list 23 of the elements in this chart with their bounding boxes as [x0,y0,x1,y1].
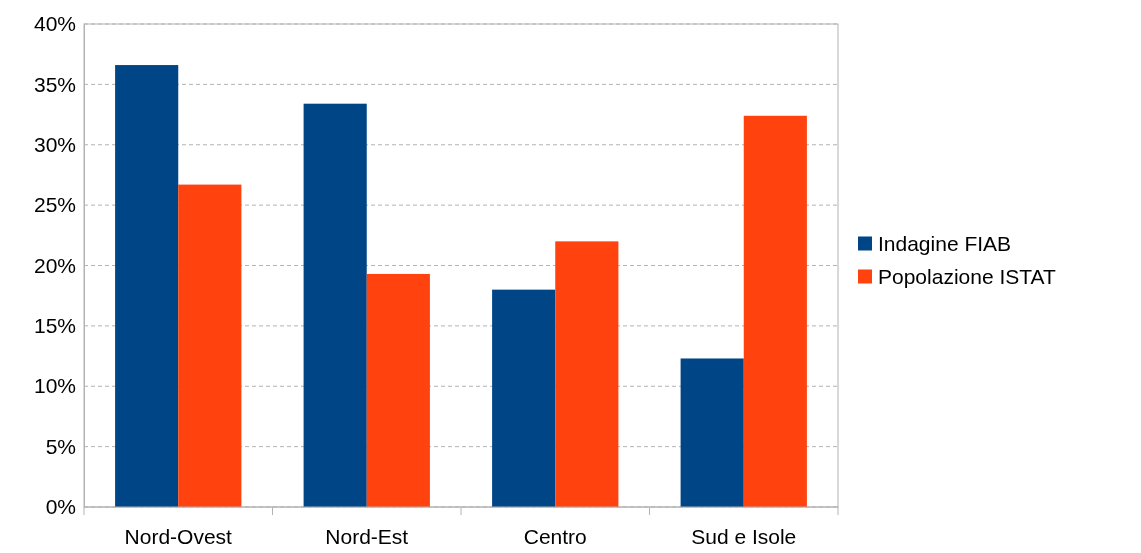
y-tick-label: 35% [33,72,76,96]
bar [115,65,179,507]
bar [492,289,556,507]
bar [743,115,807,507]
y-tick-label: 30% [33,132,76,156]
y-tick-label: 5% [45,434,76,458]
y-tick-label: 40% [33,12,76,36]
bar [680,358,744,507]
bar [366,273,430,507]
bar [178,184,242,507]
y-tick-label: 20% [33,253,76,277]
bar [555,241,619,507]
y-tick-label: 25% [33,193,76,217]
x-tick-label: Nord-Ovest [124,525,233,548]
legend-label: Indagine FIAB [878,231,1012,255]
bar [303,103,367,507]
x-tick-label: Centro [523,525,587,548]
y-tick-label: 15% [33,314,76,338]
x-tick-label: Sud e Isole [691,525,797,548]
x-tick-label: Nord-Est [325,525,409,548]
y-tick-label: 10% [33,374,76,398]
legend-label: Popolazione ISTAT [878,264,1056,288]
y-tick-label: 0% [45,495,76,519]
